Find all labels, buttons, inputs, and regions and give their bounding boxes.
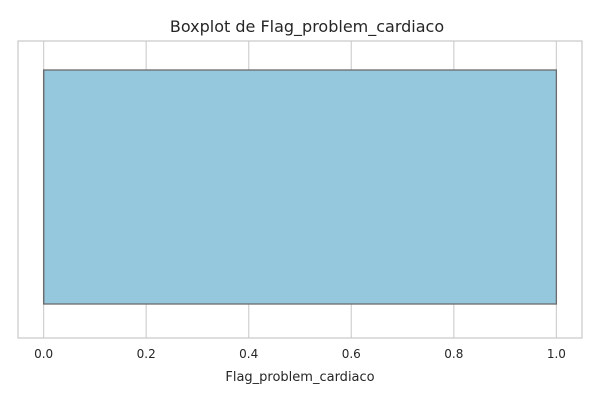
x-tick-label: 0.2 [137, 347, 156, 361]
x-tick-labels: 0.0 0.2 0.4 0.6 0.8 1.0 [34, 347, 566, 361]
x-tick-label: 0.8 [444, 347, 463, 361]
box-body [42, 69, 558, 305]
plot-frame [17, 40, 583, 339]
x-tick-label: 1.0 [547, 347, 566, 361]
chart-title: Boxplot de Flag_problem_cardiaco [170, 17, 444, 37]
x-tick-label: 0.6 [342, 347, 361, 361]
box-layer [42, 69, 558, 305]
x-tick-label: 0.4 [239, 347, 258, 361]
x-axis-label: Flag_problem_cardiaco [225, 370, 374, 385]
x-tick-label: 0.0 [34, 347, 53, 361]
